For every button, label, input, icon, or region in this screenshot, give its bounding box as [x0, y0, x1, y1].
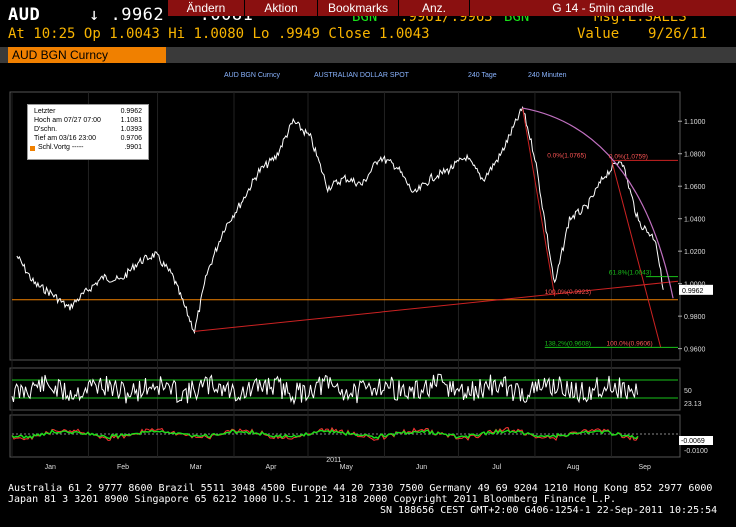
- x-tick-label: Feb: [117, 464, 129, 471]
- fib-label: 0.0%(1.0759): [609, 153, 648, 160]
- price-series: 0.9962: [16, 105, 713, 335]
- oscillator1-frame: [9, 367, 681, 411]
- osc2-macd-line: [11, 428, 639, 440]
- y-tick-label: 1.0200: [684, 249, 706, 256]
- close-label: Close: [328, 26, 371, 42]
- function-title: G 14 - 5min candle: [470, 0, 736, 16]
- ticker: AUD: [8, 5, 41, 25]
- legend-value: 0.9962: [120, 108, 142, 115]
- fib-label: 138.2%(0.9608): [545, 340, 591, 347]
- fibonacci-overlay: 0.0%(1.0765) 0.0%(1.0759) 61.8%(1.0043) 100…: [194, 107, 679, 348]
- x-tick-label: Jan: [45, 464, 56, 471]
- y-tick-label: 1.0800: [684, 152, 706, 159]
- osc2-tick-label: -0.0069: [681, 438, 705, 445]
- fib-retracement-line: [522, 107, 556, 297]
- ohlc-line: At 10:25 Op 1.0043 Hi 1.0080 Lo .9949 Cl…: [8, 26, 430, 42]
- legend-row: Tief am 03/16 23:00 0.9706: [34, 135, 146, 144]
- fib-retracement-line: [610, 159, 662, 348]
- open-label: Op: [83, 26, 101, 42]
- osc2-tick-label: -0.0100: [684, 448, 708, 455]
- fib-label: 61.8%(1.0043): [609, 270, 652, 277]
- current-value-badge: [679, 284, 713, 295]
- down-arrow-icon: ↓: [88, 5, 100, 25]
- low-label: Lo: [252, 26, 270, 42]
- legend-value: 1.1081: [120, 117, 142, 124]
- legend-label: Hoch am 07/27 07:00: [34, 117, 101, 124]
- subheader-interval: 240 Minuten: [528, 72, 567, 79]
- change-button[interactable]: Ändern: [168, 0, 245, 16]
- oscillator2-frame: [9, 414, 681, 458]
- x-tick-label: Jul: [492, 464, 501, 471]
- oscillator2-panel: -0.0069 -0.0100: [11, 426, 713, 455]
- display-button[interactable]: Anz.: [399, 0, 470, 16]
- y-tick-label: 1.0000: [684, 282, 706, 289]
- x-tick-label: Apr: [266, 464, 278, 471]
- legend-label: D'schn.: [34, 126, 58, 133]
- legend-value: .9901: [124, 144, 142, 151]
- y-tick-label: 1.0600: [684, 184, 706, 191]
- open-value: 1.0043: [109, 26, 160, 42]
- legend-row: Schl.Vortg ----- .9901: [30, 144, 146, 153]
- y-axis: 1.1000 1.0800 1.0600 1.0400 1.0200 1.0000 0.98…: [678, 119, 706, 354]
- x-axis: Jan Feb Mar Apr May Jun Jul Aug Sep 2011: [45, 457, 651, 471]
- legend-row: D'schn. 1.0393: [34, 126, 146, 135]
- support-trendline: [194, 280, 679, 332]
- osc1-line: [11, 373, 638, 406]
- fib-label: 100.0%(0.9606): [606, 341, 652, 348]
- high-label: Hi: [168, 26, 186, 42]
- x-tick-label: Aug: [567, 464, 580, 471]
- legend-value: 1.0393: [120, 126, 142, 133]
- subheader-name: AUSTRALIAN DOLLAR SPOT: [314, 72, 409, 79]
- legend-label: Tief am 03/16 23:00: [34, 135, 97, 142]
- osc1-tick-label: 50: [684, 388, 692, 395]
- y-tick-label: 1.1000: [684, 119, 706, 126]
- y-tick-label: 1.0400: [684, 217, 706, 224]
- fib-label: 0.0%(1.0765): [547, 152, 586, 159]
- legend-label: Letzter: [34, 108, 56, 115]
- low-value: .9949: [277, 26, 320, 42]
- bookmarks-button[interactable]: Bookmarks: [318, 0, 399, 16]
- value-label: Value: [577, 26, 620, 42]
- legend-row: Letzter 0.9962: [34, 108, 146, 117]
- price-panel-frame: [9, 91, 681, 361]
- x-tick-label: Jun: [416, 464, 427, 471]
- footer-line-1: Australia 61 2 9777 8600 Brazil 5511 304…: [8, 483, 713, 494]
- grid-lines: [11, 92, 612, 457]
- chart-legend: Letzter 0.9962 Hoch am 07/27 07:00 1.108…: [27, 104, 149, 160]
- fib-label: 100.0%(0.9923): [545, 289, 591, 296]
- security-field[interactable]: AUD BGN Curncy: [8, 47, 166, 63]
- osc2-value-badge: [679, 436, 713, 445]
- x-tick-label: May: [340, 464, 354, 471]
- legend-marker-icon: [30, 146, 35, 151]
- action-button[interactable]: Aktion: [245, 0, 318, 16]
- legend-label: Schl.Vortg -----: [38, 144, 84, 151]
- high-value: 1.0080: [193, 26, 245, 42]
- quote-date: 9/26/11: [648, 26, 708, 42]
- legend-value: 0.9706: [120, 135, 142, 142]
- y-tick-label: 0.9800: [684, 314, 706, 321]
- quote-time: 10:25: [33, 26, 76, 42]
- subheader-range: 240 Tage: [468, 72, 497, 79]
- footer-line-2: Japan 81 3 3201 8900 Singapore 65 6212 1…: [8, 494, 617, 505]
- osc1-tick-label: 23.13: [684, 401, 702, 408]
- price-line: [16, 105, 664, 335]
- footer-line-3: SN 188656 CEST GMT+2:00 G406-1254-1 22-S…: [380, 505, 718, 516]
- arc-curve: [522, 107, 674, 299]
- year-label: 2011: [326, 457, 341, 464]
- oscillator1-panel: 50 23.13: [11, 373, 702, 408]
- legend-row: Hoch am 07/27 07:00 1.1081: [34, 117, 146, 126]
- x-tick-label: Sep: [638, 464, 651, 471]
- last-price: .9962: [110, 5, 165, 25]
- current-value-label: 0.9962: [682, 288, 704, 295]
- close-value: 1.0043: [379, 26, 430, 42]
- at-label: At: [8, 26, 25, 42]
- toolbar: [0, 47, 736, 63]
- subheader-security: AUD BGN Curncy: [224, 72, 281, 79]
- x-tick-label: Mar: [190, 464, 203, 471]
- y-tick-label: 0.9600: [684, 347, 706, 354]
